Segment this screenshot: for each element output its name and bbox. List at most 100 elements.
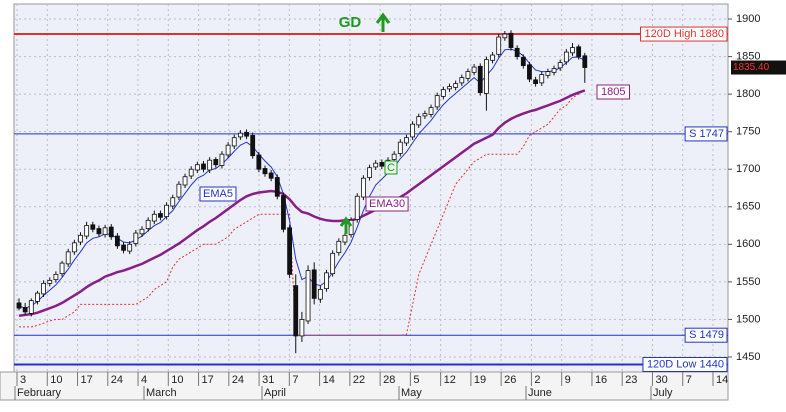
candle-body [268, 172, 274, 179]
candle-body [336, 240, 342, 253]
candle-body [416, 116, 422, 126]
y-tick-label: 1750 [736, 126, 760, 138]
candle-body [502, 33, 508, 39]
level-label-box [684, 126, 728, 142]
x-tick-label: 22 [353, 374, 365, 386]
series-label: EMA30 [369, 198, 405, 210]
x-tick-label: 19 [474, 374, 486, 386]
candle-body [108, 226, 114, 238]
candle-body [545, 71, 551, 76]
candle-body [551, 68, 557, 73]
y-tick-label: 1450 [736, 351, 760, 363]
candle-body [576, 46, 582, 57]
candle-body [127, 243, 133, 252]
candle-body [434, 95, 440, 108]
candle-body [317, 288, 323, 300]
candle-body [281, 195, 286, 230]
candle-body [115, 235, 120, 247]
level-label-box [642, 356, 728, 372]
candle-body [47, 279, 53, 284]
x-tick-label: 14 [323, 374, 335, 386]
candle-body [102, 227, 108, 235]
x-tick-label: 24 [111, 374, 123, 386]
month-label: February [17, 387, 62, 399]
candle-body [410, 123, 416, 138]
y-tick-label: 1850 [736, 50, 760, 62]
candle-body [16, 302, 22, 309]
month-label: June [528, 387, 552, 399]
candle-body [563, 51, 569, 63]
candle-body [465, 71, 471, 79]
month-label: July [653, 387, 673, 399]
candle-body [145, 219, 151, 229]
candle-body [139, 228, 145, 235]
x-tick-label: 30 [655, 374, 667, 386]
y-tick-label: 1500 [736, 313, 760, 325]
series-end-label: 1805 [601, 86, 625, 98]
candle-body [225, 144, 231, 156]
candle-body [582, 55, 588, 68]
candle-body [391, 153, 397, 160]
candle-body [287, 227, 293, 275]
level-label: 120D Low 1440 [647, 358, 724, 370]
candle-body [373, 162, 379, 168]
candle-body [121, 244, 126, 251]
candle-body [354, 195, 360, 220]
candle-body [213, 159, 219, 166]
candle-body [428, 107, 434, 115]
x-tick-label: 3 [20, 374, 26, 386]
x-axis-area [0, 371, 729, 401]
signal-arrow [375, 12, 391, 32]
candle-body [508, 32, 514, 48]
candle-body [182, 176, 188, 186]
candle-body [471, 66, 477, 73]
candle-body [237, 132, 243, 138]
candle-body [293, 285, 299, 337]
candle-body [201, 163, 206, 170]
x-tick-label: 17 [81, 374, 93, 386]
candle-body [367, 167, 372, 178]
plot-area [13, 3, 729, 373]
candle-body [256, 154, 262, 170]
candle-body [539, 74, 545, 84]
y-tick-label: 1550 [736, 276, 760, 288]
candle-body [514, 47, 520, 57]
candle-body [397, 141, 403, 154]
candle-body [262, 168, 268, 175]
level-label: S 1747 [689, 128, 724, 140]
x-tick-label: 14 [716, 374, 728, 386]
candle-body [207, 159, 213, 171]
candle-body [360, 177, 366, 198]
candle-body [422, 113, 428, 117]
x-tick-label: 7 [686, 374, 692, 386]
candle-body [170, 197, 176, 207]
candle-body [78, 234, 83, 243]
x-tick-label: 4 [141, 374, 147, 386]
candle-body [71, 242, 77, 253]
candle-body [158, 213, 163, 218]
x-tick-label: 10 [171, 374, 183, 386]
y-tick-label: 1650 [736, 201, 760, 213]
candle-body [28, 300, 34, 314]
x-tick-label: 17 [202, 374, 214, 386]
candle-body [133, 232, 139, 244]
y-tick-label: 1900 [736, 13, 760, 25]
month-label: May [401, 387, 422, 399]
y-tick-label: 1700 [736, 163, 760, 175]
candle-body [311, 269, 317, 299]
signal-label: GD [339, 14, 362, 31]
month-label: March [146, 387, 177, 399]
candle-body [194, 164, 200, 171]
x-tick-label: 2 [534, 374, 540, 386]
marker-box [384, 160, 398, 175]
series-label-box [365, 196, 409, 212]
candle-body [250, 135, 256, 157]
candle-body [53, 273, 59, 281]
last-price-box [731, 60, 786, 75]
candle-body [188, 168, 194, 177]
x-tick-label: 12 [444, 374, 456, 386]
series-label-box [199, 186, 237, 202]
candle-body [520, 56, 526, 66]
x-tick-label: 24 [232, 374, 244, 386]
